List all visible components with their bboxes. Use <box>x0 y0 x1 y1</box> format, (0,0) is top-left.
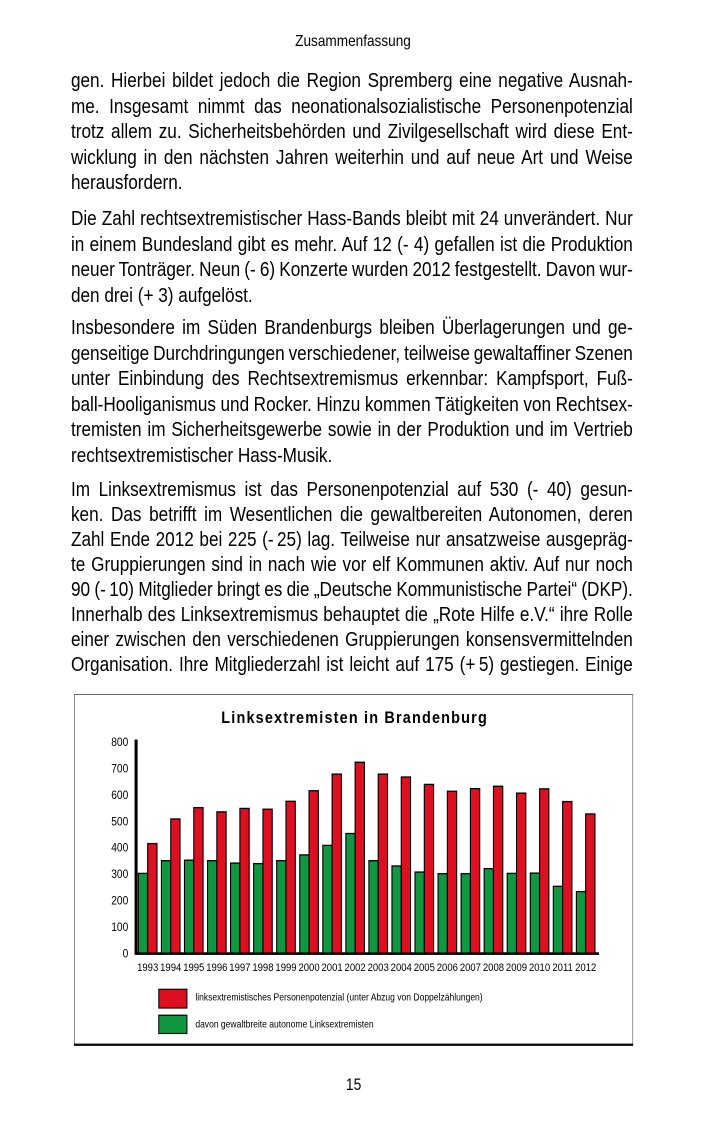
svg-text:Linksextremisten in Brandenbur: Linksextremisten in Brandenburg <box>221 709 488 727</box>
svg-text:1995: 1995 <box>183 962 204 974</box>
svg-text:400: 400 <box>111 842 128 855</box>
svg-text:2010: 2010 <box>529 962 550 974</box>
svg-text:1999: 1999 <box>275 962 296 974</box>
svg-text:2006: 2006 <box>437 962 458 974</box>
svg-text:600: 600 <box>111 789 128 802</box>
svg-text:800: 800 <box>111 736 128 749</box>
svg-text:linksextremistisches Personenp: linksextremistisches Personenpotenzial (… <box>195 992 482 1003</box>
svg-text:1996: 1996 <box>206 962 227 974</box>
svg-text:2011: 2011 <box>552 962 573 974</box>
svg-text:500: 500 <box>111 815 128 828</box>
svg-text:1997: 1997 <box>229 962 250 974</box>
svg-text:2002: 2002 <box>345 962 366 974</box>
svg-text:1994: 1994 <box>160 962 181 974</box>
svg-text:0: 0 <box>123 947 129 960</box>
svg-text:1998: 1998 <box>252 962 273 974</box>
svg-text:2004: 2004 <box>391 962 412 974</box>
svg-text:1993: 1993 <box>137 962 158 974</box>
svg-text:2001: 2001 <box>322 962 343 974</box>
svg-text:300: 300 <box>111 868 128 881</box>
svg-text:200: 200 <box>111 894 128 907</box>
svg-text:2000: 2000 <box>299 962 320 974</box>
svg-text:2012: 2012 <box>575 962 596 974</box>
svg-text:2009: 2009 <box>506 962 527 974</box>
svg-text:700: 700 <box>111 762 128 775</box>
svg-text:100: 100 <box>111 921 128 934</box>
svg-text:2005: 2005 <box>414 962 435 974</box>
svg-text:2003: 2003 <box>368 962 389 974</box>
svg-text:davon gewaltbreite autonome Li: davon gewaltbreite autonome Linksextremi… <box>195 1019 373 1030</box>
svg-text:2008: 2008 <box>483 962 504 974</box>
svg-text:2007: 2007 <box>460 962 481 974</box>
